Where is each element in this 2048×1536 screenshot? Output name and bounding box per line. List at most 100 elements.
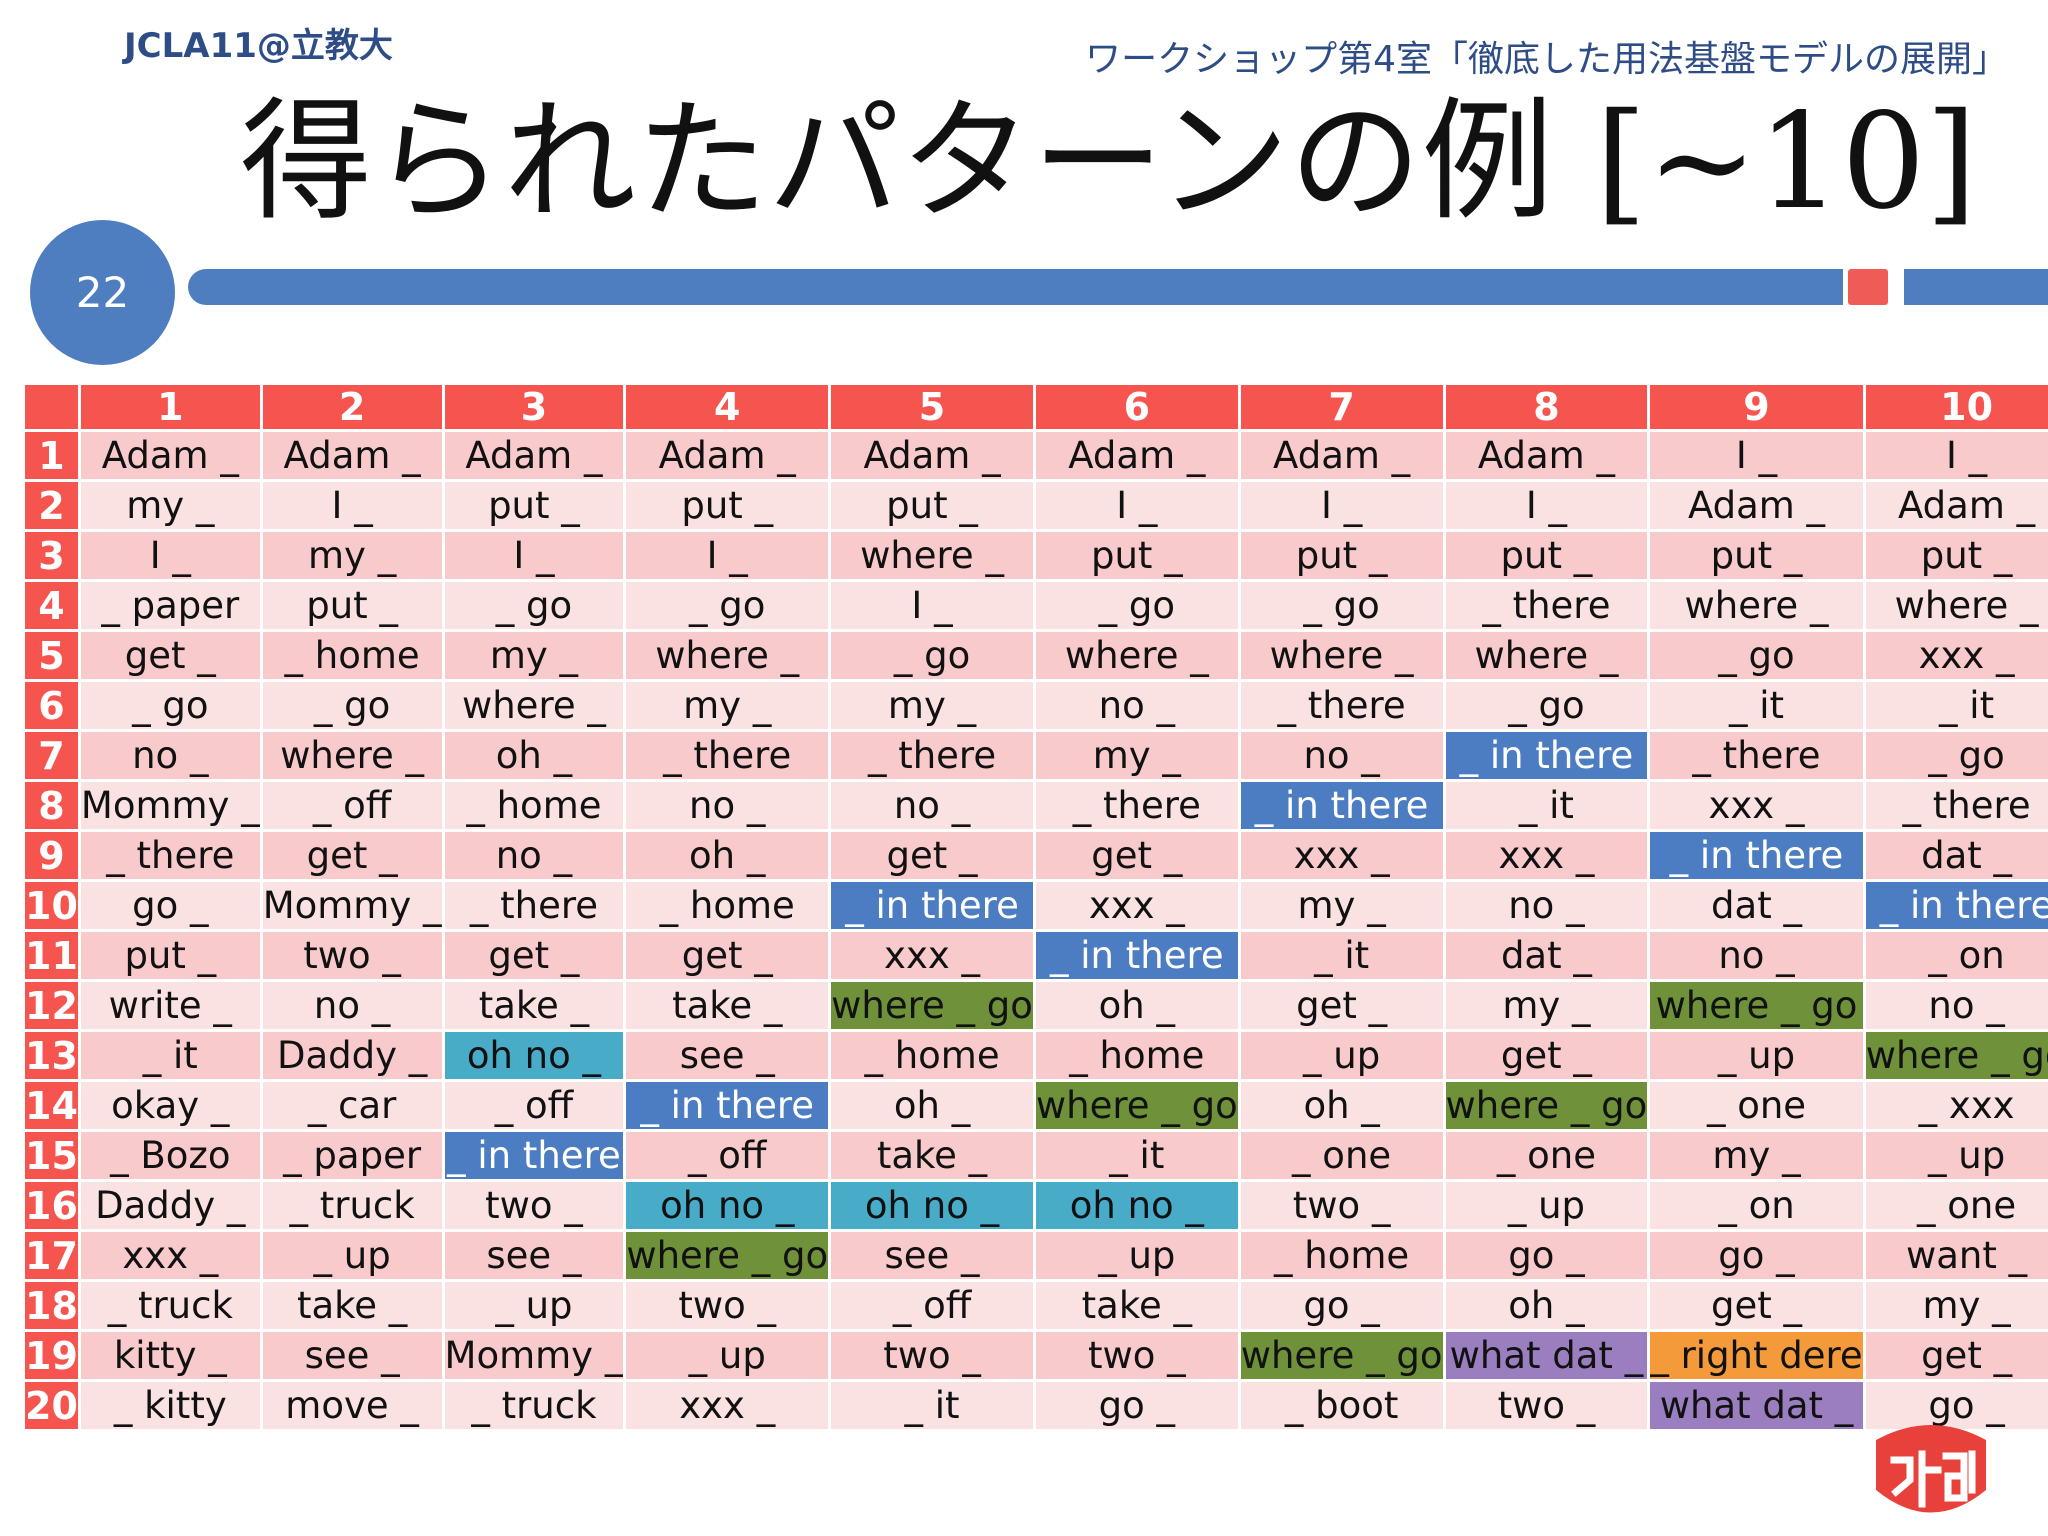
pattern-cell: where _ go xyxy=(1240,1332,1443,1379)
pattern-cell: oh no _ xyxy=(444,1032,624,1079)
pattern-cell: _ up xyxy=(444,1282,624,1329)
pattern-cell: get _ xyxy=(626,932,829,979)
row-header-15: 15 xyxy=(25,1132,78,1179)
pattern-cell: no _ xyxy=(1240,732,1443,779)
pattern-cell: _ Bozo xyxy=(80,1132,260,1179)
pattern-cell: _ kitty xyxy=(80,1382,260,1429)
column-header-3: 3 xyxy=(444,385,624,429)
pattern-cell: no _ xyxy=(831,782,1033,829)
pattern-cell: I _ xyxy=(1650,432,1863,479)
pattern-cell: take _ xyxy=(831,1132,1033,1179)
column-header-9: 9 xyxy=(1650,385,1863,429)
table-row: 8 Mommy _ _ off _ home no _ no _ _ there _ in t… xyxy=(25,782,2048,829)
pattern-cell: want _ xyxy=(1865,1232,2048,1279)
pattern-cell: my _ xyxy=(626,682,829,729)
pattern-cell: two _ xyxy=(262,932,442,979)
pattern-cell: _ there xyxy=(80,832,260,879)
pattern-cell: _ up xyxy=(1240,1032,1443,1079)
pattern-cell: take _ xyxy=(444,982,624,1029)
conference-label: JCLA11@立教大 xyxy=(124,26,393,66)
table-row: 15 _ Bozo _ paper _ in there _ off take _ _ it… xyxy=(25,1132,2048,1179)
pattern-cell: kitty _ xyxy=(80,1332,260,1379)
pattern-cell: go _ xyxy=(1445,1232,1648,1279)
row-header-3: 3 xyxy=(25,532,78,579)
pattern-cell: _ up xyxy=(262,1232,442,1279)
pattern-cell: take _ xyxy=(1035,1282,1238,1329)
pattern-cell: I _ xyxy=(262,482,442,529)
pattern-cell: put _ xyxy=(80,932,260,979)
pattern-cell: _ one xyxy=(1650,1082,1863,1129)
pattern-cell: _ boot xyxy=(1240,1382,1443,1429)
pattern-cell: _ it xyxy=(1865,682,2048,729)
pattern-cell: _ there xyxy=(1240,682,1443,729)
column-header-8: 8 xyxy=(1445,385,1648,429)
pattern-cell: _ in there xyxy=(1865,882,2048,929)
pattern-cell: Daddy _ xyxy=(262,1032,442,1079)
pattern-cell: Daddy _ xyxy=(80,1182,260,1229)
pattern-cell: Adam _ xyxy=(1865,482,2048,529)
pattern-cell: oh _ xyxy=(626,832,829,879)
pattern-cell: _ in there xyxy=(1035,932,1238,979)
pattern-cell: oh _ xyxy=(1445,1282,1648,1329)
pattern-cell: I _ xyxy=(80,532,260,579)
pattern-cell: put _ xyxy=(626,482,829,529)
pattern-cell: no _ xyxy=(262,982,442,1029)
row-header-18: 18 xyxy=(25,1282,78,1329)
pattern-cell: _ up xyxy=(1035,1232,1238,1279)
pattern-cell: I _ xyxy=(444,532,624,579)
pattern-cell: see _ xyxy=(262,1332,442,1379)
pattern-cell: my _ xyxy=(262,532,442,579)
pattern-cell: _ one xyxy=(1865,1182,2048,1229)
pattern-cell: my _ xyxy=(831,682,1033,729)
table-row: 5 get _ _ home my _ where _ _ go where _ where … xyxy=(25,632,2048,679)
pattern-cell: dat _ xyxy=(1650,882,1863,929)
pattern-cell: my _ xyxy=(1240,882,1443,929)
column-header-2: 2 xyxy=(262,385,442,429)
pattern-cell: what dat _ xyxy=(1650,1382,1863,1429)
pattern-cell: take _ xyxy=(262,1282,442,1329)
pattern-cell: where _ xyxy=(626,632,829,679)
pattern-cell: _ up xyxy=(1865,1132,2048,1179)
pattern-cell: _ home xyxy=(1240,1232,1443,1279)
table-row: 1 Adam _ Adam _ Adam _ Adam _ Adam _ Adam _ Ada… xyxy=(25,432,2048,479)
pattern-cell: _ it xyxy=(1035,1132,1238,1179)
pattern-cell: dat _ xyxy=(1445,932,1648,979)
pattern-cell: _ there xyxy=(1865,782,2048,829)
pattern-cell: Mommy _ xyxy=(80,782,260,829)
pattern-cell: go _ xyxy=(1240,1282,1443,1329)
table-body: 1 Adam _ Adam _ Adam _ Adam _ Adam _ Adam _ Ada… xyxy=(25,432,2048,1429)
pattern-cell: _ it xyxy=(80,1032,260,1079)
pattern-cell: _ truck xyxy=(444,1382,624,1429)
pattern-cell: _ it xyxy=(1445,782,1648,829)
table-row: 17 xxx _ _ up see _ where _ go see _ _ up _ hom… xyxy=(25,1232,2048,1279)
pattern-cell: no _ xyxy=(444,832,624,879)
row-header-20: 20 xyxy=(25,1382,78,1429)
pattern-cell: put _ xyxy=(262,582,442,629)
table-row: 19 kitty _ see _ Mommy _ _ up two _ two _ where… xyxy=(25,1332,2048,1379)
table-row: 7 no _ where _ oh _ _ there _ there my _ no _ _ … xyxy=(25,732,2048,779)
pattern-cell: okay _ xyxy=(80,1082,260,1129)
pattern-cell: _ go xyxy=(1035,582,1238,629)
pattern-cell: _ go xyxy=(831,632,1033,679)
pattern-cell: dat _ xyxy=(1865,832,2048,879)
pattern-cell: _ home xyxy=(1035,1032,1238,1079)
pattern-cell: _ one xyxy=(1240,1132,1443,1179)
table-row: 11 put _ two _ get _ get _ xxx _ _ in there _ i… xyxy=(25,932,2048,979)
pattern-cell: xxx _ xyxy=(80,1232,260,1279)
pattern-cell: _ paper xyxy=(262,1132,442,1179)
row-header-10: 10 xyxy=(25,882,78,929)
pattern-cell: put _ xyxy=(1035,532,1238,579)
pattern-cell: _ one xyxy=(1445,1132,1648,1179)
pattern-cell: xxx _ xyxy=(626,1382,829,1429)
pattern-cell: _ up xyxy=(626,1332,829,1379)
pattern-cell: I _ xyxy=(831,582,1033,629)
pattern-cell: two _ xyxy=(831,1332,1033,1379)
pattern-cell: get _ xyxy=(1035,832,1238,879)
pattern-cell: my _ xyxy=(80,482,260,529)
pattern-cell: Adam _ xyxy=(444,432,624,479)
pattern-cell: where _ xyxy=(1650,582,1863,629)
pattern-cell: _ up xyxy=(1445,1182,1648,1229)
pattern-cell: go _ xyxy=(80,882,260,929)
pattern-cell: Mommy _ xyxy=(262,882,442,929)
table-row: 9 _ there get _ no _ oh _ get _ get _ xxx _ xxx … xyxy=(25,832,2048,879)
